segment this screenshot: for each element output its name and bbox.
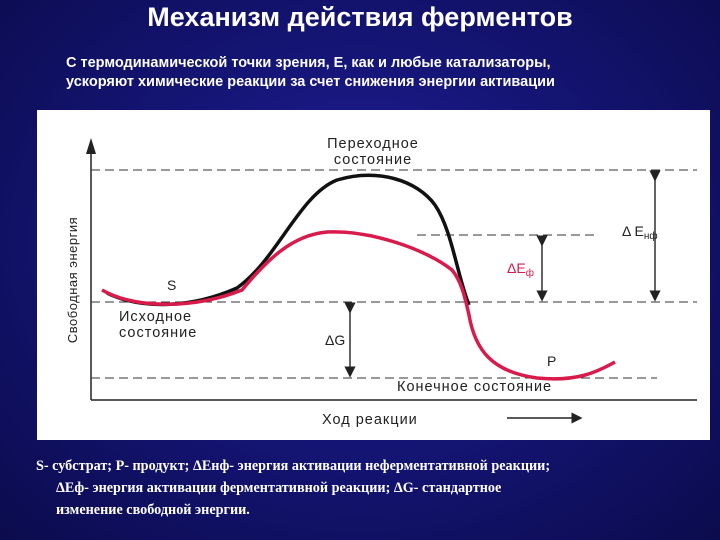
substrate-label: S xyxy=(167,277,176,293)
transition-state-line1: Переходное xyxy=(327,136,419,152)
caption-line-2: ΔЕф- энергия активации ферментативной ре… xyxy=(56,480,502,496)
initial-state-line2: состояние xyxy=(119,325,197,341)
y-axis-arrow xyxy=(86,138,96,154)
enzymatic-curve xyxy=(101,230,616,381)
x-axis-label: Ход реакции xyxy=(322,412,418,428)
subtitle-line-1: С термодинамической точки зрения, Е, как… xyxy=(66,55,551,71)
slide-subtitle: С термодинамической точки зрения, Е, как… xyxy=(66,54,706,92)
delta-e-nf-symbol: Δ E xyxy=(622,223,644,239)
transition-state-line2: состояние xyxy=(334,152,412,168)
legend-caption: S- субстрат; Р- продукт; ΔЕнф- энергия а… xyxy=(36,455,716,521)
caption-line-1: S- субстрат; Р- продукт; ΔЕнф- энергия а… xyxy=(36,458,551,474)
caption-line-3: изменение свободной энергии. xyxy=(56,502,250,518)
final-state-label: Конечное состояние xyxy=(397,379,552,395)
delta-e-f-label: ΔEф xyxy=(507,260,534,279)
delta-e-f-subscript: ф xyxy=(526,267,534,279)
energy-diagram: Свободная энергия Переходное состояние S… xyxy=(65,136,697,428)
delta-e-nf-subscript: нф xyxy=(644,230,658,242)
delta-e-nf-label: Δ Eнф xyxy=(622,223,658,242)
delta-e-f-symbol: ΔE xyxy=(507,260,526,276)
y-axis-label: Свободная энергия xyxy=(65,217,80,343)
energy-diagram-panel: Свободная энергия Переходное состояние S… xyxy=(37,110,710,440)
non-enzymatic-curve xyxy=(106,173,471,307)
subtitle-line-2: ускоряют химические реакции за счет сниж… xyxy=(66,74,555,90)
slide-title: Механизм действия ферментов xyxy=(147,2,573,32)
initial-state-line1: Исходное xyxy=(119,309,192,325)
product-label: P xyxy=(547,353,556,369)
delta-g-label: ΔG xyxy=(325,332,345,348)
